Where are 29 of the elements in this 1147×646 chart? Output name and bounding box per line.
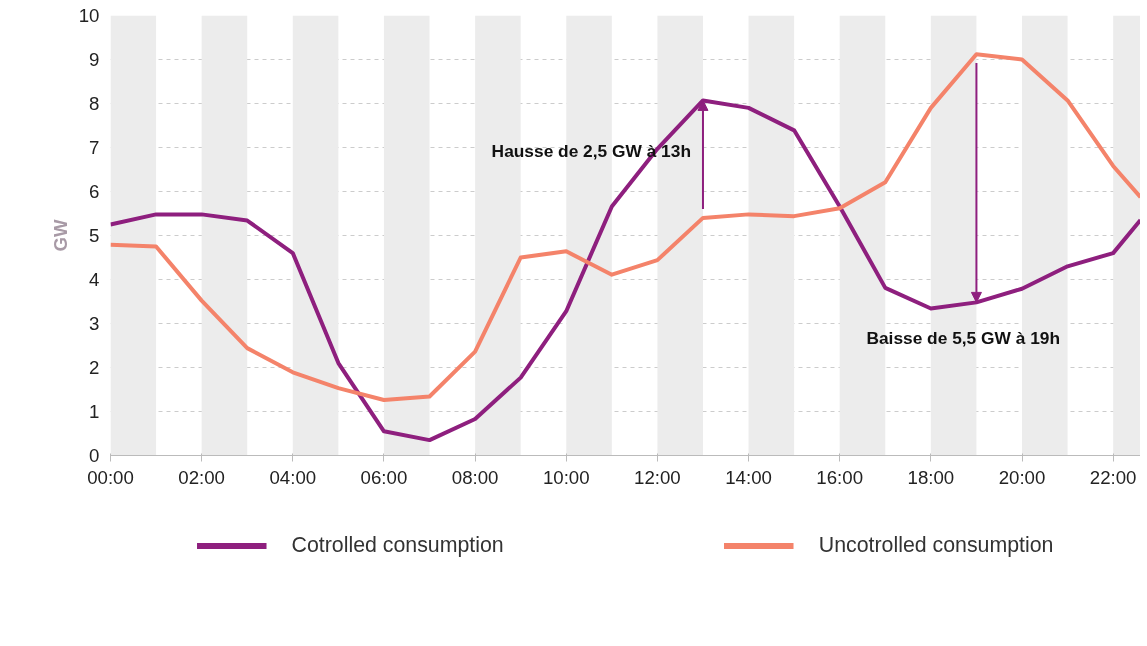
y-tick-label: 2 <box>89 357 100 378</box>
x-tick-label: 22:00 <box>1089 466 1137 488</box>
x-tick-label: 08:00 <box>451 466 499 488</box>
y-tick-label: 10 <box>78 5 100 26</box>
y-tick-label: 3 <box>89 313 100 334</box>
y-tick-label: 6 <box>89 181 100 202</box>
y-tick-label: 0 <box>89 445 100 466</box>
legend-label: Uncotrolled consumption <box>818 532 1054 558</box>
y-tick-label: 7 <box>89 137 100 158</box>
x-tick-label: 16:00 <box>816 466 864 488</box>
legend-label: Cotrolled consumption <box>291 532 504 558</box>
x-tick-label: 04:00 <box>269 466 317 488</box>
x-tick-label: 12:00 <box>634 466 681 488</box>
x-tick-label: 20:00 <box>998 466 1046 488</box>
x-tick-label: 06:00 <box>360 466 408 488</box>
y-tick-label: 9 <box>89 49 100 70</box>
x-tick-label: 10:00 <box>542 466 590 488</box>
y-tick-label: 1 <box>89 401 100 422</box>
y-axis-title: GW <box>49 219 71 252</box>
x-tick-label: 14:00 <box>725 466 772 488</box>
x-tick-label: 02:00 <box>178 466 225 488</box>
annotation: Baisse de 5,5 GW à 19h <box>866 327 1061 348</box>
x-tick-label: 18:00 <box>907 466 955 488</box>
line-series <box>110 98 1140 443</box>
y-tick-label: 8 <box>89 93 100 114</box>
y-tick-label: 4 <box>89 269 100 290</box>
x-tick-label: 00:00 <box>87 466 134 488</box>
line-series <box>110 52 1140 403</box>
y-tick-label: 5 <box>89 225 100 246</box>
